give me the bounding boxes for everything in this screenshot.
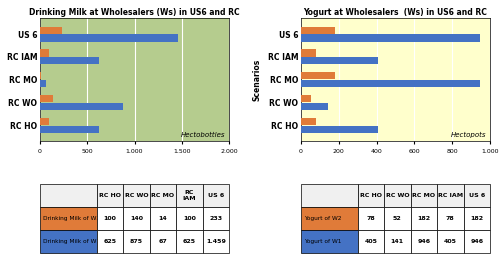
Text: Hectopots: Hectopots <box>450 132 486 138</box>
Bar <box>301 27 336 34</box>
Bar <box>301 126 378 133</box>
Bar <box>301 72 336 79</box>
Y-axis label: Scenarios: Scenarios <box>0 59 1 101</box>
Bar <box>40 126 99 133</box>
Title: Yogurt at Wholesalers  (Ws) in US6 and RC: Yogurt at Wholesalers (Ws) in US6 and RC <box>304 8 488 17</box>
Bar <box>301 103 328 110</box>
Bar <box>301 57 378 64</box>
Bar <box>40 80 46 87</box>
Text: Hectobottles: Hectobottles <box>181 132 226 138</box>
Y-axis label: Scenarios: Scenarios <box>253 59 262 101</box>
Bar <box>301 80 480 87</box>
Bar <box>40 49 50 57</box>
Bar <box>40 34 178 42</box>
Title: Drinking Milk at Wholesalers (Ws) in US6 and RC: Drinking Milk at Wholesalers (Ws) in US6… <box>29 8 240 17</box>
Bar <box>40 72 42 79</box>
Bar <box>301 118 316 125</box>
Bar <box>301 49 316 57</box>
Bar <box>40 27 62 34</box>
Bar <box>40 103 122 110</box>
Bar <box>40 95 53 102</box>
Bar <box>301 34 480 42</box>
Bar <box>40 57 99 64</box>
Bar <box>301 95 311 102</box>
Bar <box>40 118 50 125</box>
